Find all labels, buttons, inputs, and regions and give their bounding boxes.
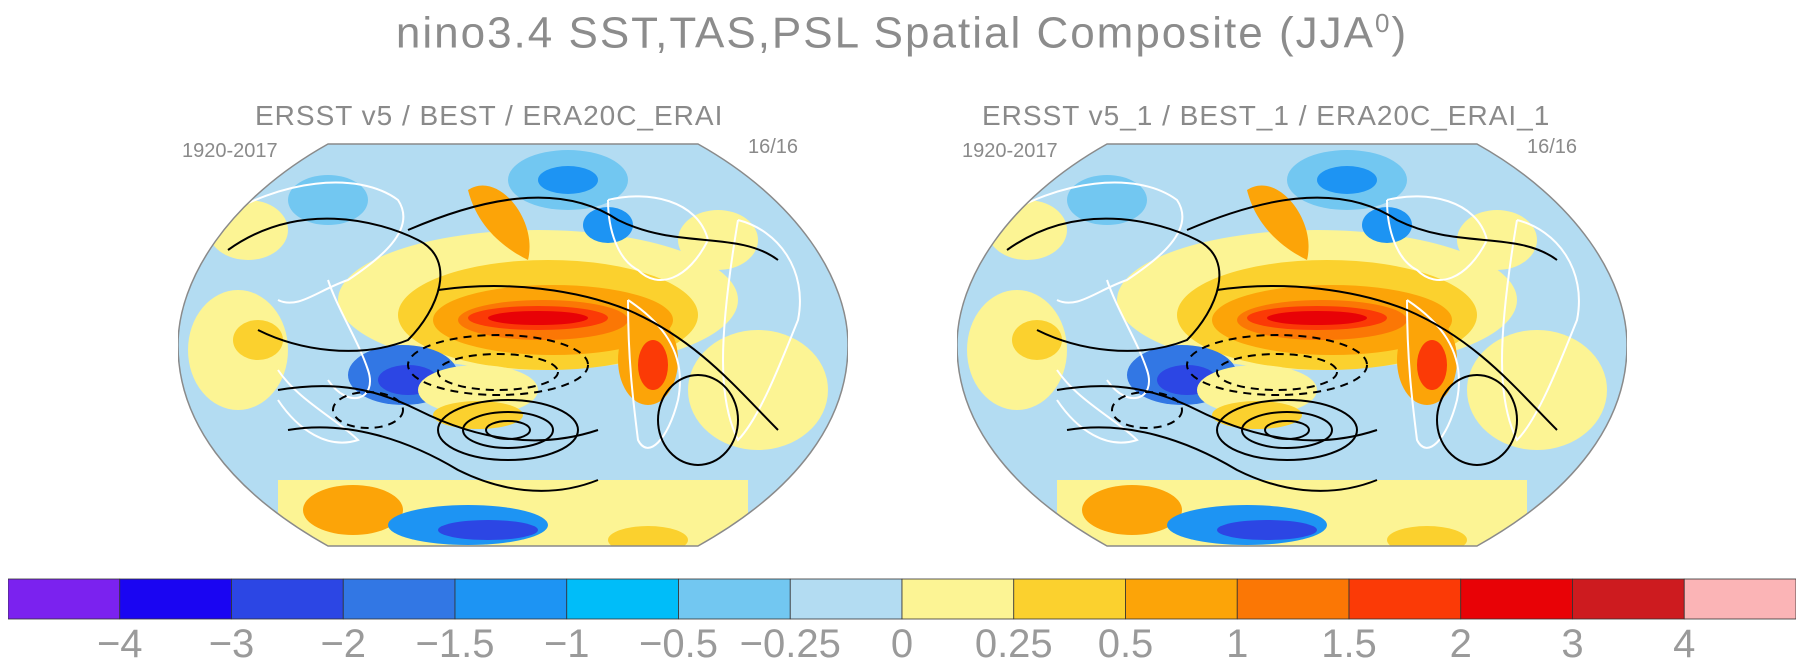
colorbar-bin xyxy=(119,578,232,620)
colorbar-bin xyxy=(789,578,903,620)
psl-negative-contours xyxy=(1111,334,1368,429)
map-frame xyxy=(957,143,1627,547)
colorbar-tick-label: −0.5 xyxy=(639,622,718,666)
left-panel-count: 16/16 xyxy=(748,136,799,158)
map-frame xyxy=(178,143,848,547)
colorbar-bin xyxy=(1683,578,1796,620)
colorbar-tick-label: 0.5 xyxy=(1097,622,1154,666)
right-panel-period: 1920-2017 xyxy=(962,140,1058,162)
psl-contours xyxy=(227,196,779,492)
figure-title: nino3.4 SST,TAS,PSL Spatial Composite (J… xyxy=(395,8,1409,58)
colorbar xyxy=(8,578,1796,620)
colorbar-tick-label: −1 xyxy=(543,622,590,666)
colorbar-bin xyxy=(342,578,456,620)
colorbar-bin xyxy=(1460,578,1573,620)
psl-negative-contours xyxy=(332,334,589,429)
map-field xyxy=(178,144,848,546)
colorbar-tick-label: 2 xyxy=(1449,622,1472,666)
colorbar-bin xyxy=(901,578,1015,620)
colorbar-tick-label: 0 xyxy=(890,622,914,666)
right-panel-title: ERSST v5_1 / BEST_1 / ERA20C_ERAI_1 xyxy=(982,100,1551,131)
colorbar-bin xyxy=(454,578,568,620)
psl-contours xyxy=(1006,196,1558,492)
colorbar-bin xyxy=(1236,578,1350,620)
colorbar-bin xyxy=(1125,578,1238,620)
colorbar-tick-label: −3 xyxy=(208,622,255,666)
coastlines xyxy=(996,181,1580,449)
colorbar-bin xyxy=(8,578,121,620)
colorbar-tick-label: 1 xyxy=(1226,622,1249,666)
colorbar-tick-label: 1.5 xyxy=(1321,622,1377,666)
colorbar-bin xyxy=(1013,578,1126,620)
colorbar-bin xyxy=(231,578,344,620)
left-panel-title: ERSST v5 / BEST / ERA20C_ERAI xyxy=(255,100,724,131)
map-field xyxy=(957,144,1627,546)
right-map xyxy=(957,143,1627,547)
coastlines xyxy=(217,181,801,449)
right-panel-count: 16/16 xyxy=(1527,136,1578,158)
colorbar-ticks: −4 −3 −2 −1.5 −1 −0.5 −0.25 0 0.25 0.5 1 1.5 2 3 4 xyxy=(0,622,1804,668)
colorbar-tick-label: −2 xyxy=(320,622,367,666)
colorbar-tick-label: −1.5 xyxy=(415,622,495,666)
left-map xyxy=(178,143,848,547)
colorbar-bin xyxy=(566,578,679,620)
colorbar-tick-label: 0.25 xyxy=(974,622,1053,666)
colorbar-tick-label: −4 xyxy=(96,622,143,666)
colorbar-bin xyxy=(678,578,791,620)
colorbar-bin xyxy=(1348,578,1462,620)
colorbar-tick-label: 3 xyxy=(1561,622,1584,666)
colorbar-tick-label: −0.25 xyxy=(739,622,841,666)
left-panel-period: 1920-2017 xyxy=(182,140,278,162)
colorbar-bin xyxy=(1572,578,1685,620)
colorbar-tick-label: 4 xyxy=(1673,622,1696,666)
